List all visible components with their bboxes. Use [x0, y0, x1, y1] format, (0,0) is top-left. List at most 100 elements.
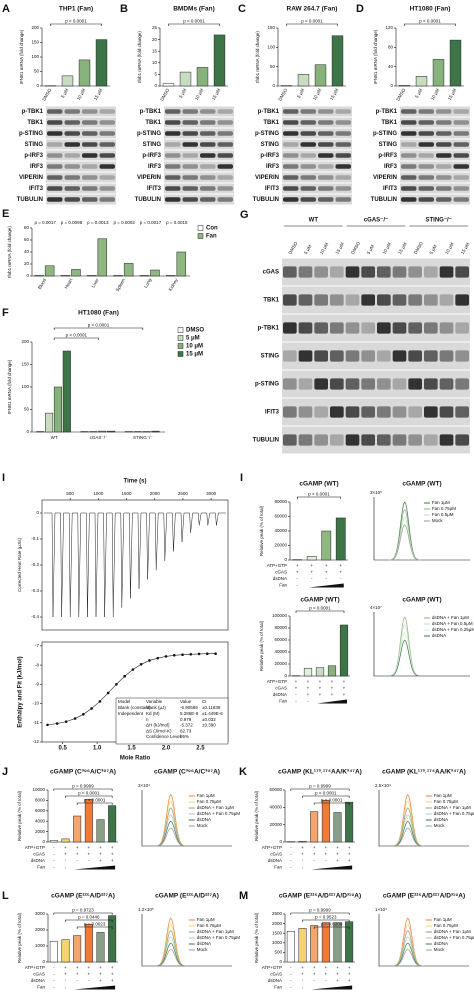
category-label: 10 μM: [76, 87, 87, 101]
blot-band: [182, 131, 198, 136]
treatment-sign: +: [325, 965, 328, 970]
blot-band: [361, 406, 375, 418]
category-label: Heart: [64, 277, 74, 290]
treatment-label: cGAS: [275, 570, 287, 575]
bar: [151, 430, 160, 433]
treatment-label: ATP+GTP: [262, 965, 282, 970]
blot-band: [82, 109, 98, 114]
blot-band: [300, 131, 316, 136]
significance-bracket: [286, 23, 338, 26]
chart-title: RAW 264.7 (Fan): [287, 6, 338, 13]
category-label: 15 μM: [93, 87, 104, 101]
blot-band: [453, 142, 469, 147]
blot-band: [424, 378, 438, 390]
legend-swatch: [177, 335, 184, 341]
legend-label: dsDNA: [197, 817, 211, 822]
treatment-sign: +: [336, 852, 339, 857]
blot-band: [99, 186, 115, 191]
group-label: STING⁻/⁻: [425, 218, 451, 224]
chromatogram-trace: [390, 930, 425, 967]
tick-label: 150: [21, 362, 29, 367]
table-cell: 5.286E-6: [180, 711, 199, 716]
blot-band: [200, 197, 216, 202]
treatment-sign: +: [111, 972, 114, 977]
legend-label: Mock: [197, 947, 209, 952]
bar: [96, 932, 105, 963]
legend-label: dsDNA + Fan 0.75μM: [434, 935, 474, 940]
blot-band: [200, 131, 216, 136]
blot-band: [439, 434, 454, 446]
bar: [297, 74, 310, 87]
blot-label: STING: [143, 142, 162, 148]
bar: [34, 275, 44, 277]
chromatogram-trace: [387, 639, 422, 677]
treatment-sign: +: [88, 852, 91, 857]
blot-label: STING: [25, 142, 44, 148]
blot-band: [318, 175, 334, 180]
blot-band: [408, 266, 422, 278]
annotation: p < 0.0001: [321, 798, 343, 803]
bar: [166, 275, 176, 277]
annotation: p < 0.0001: [88, 323, 110, 328]
blot-band: [401, 175, 417, 180]
treatment-sign: -: [76, 978, 78, 983]
blot-band: [318, 131, 334, 136]
table-cell: ±0.032: [202, 717, 216, 722]
bar: [108, 805, 117, 843]
axis: [378, 914, 469, 967]
legend-label: dsDNA + Fan 1μM: [197, 805, 234, 810]
blot-band: [345, 406, 360, 418]
blot-band: [455, 378, 469, 390]
treatment-sign: +: [319, 679, 322, 684]
annotation: p < 0.0001: [78, 791, 100, 796]
legend-label: Fan 1μM: [434, 793, 452, 798]
treatment-sign: +: [313, 852, 316, 857]
blot-strip: [282, 398, 470, 426]
blot-band: [439, 266, 454, 278]
axis-label: IFNB1 mRNA (fold change): [373, 29, 378, 84]
blot-label: TUBULIN: [17, 197, 43, 203]
tick-label: 3000: [206, 491, 217, 496]
blot-band: [418, 175, 434, 180]
panel-label: B: [120, 3, 128, 15]
blot-band: [82, 153, 98, 158]
blot-band: [314, 378, 328, 390]
panel-label: G: [240, 209, 249, 221]
table-cell: Independent: [118, 711, 144, 716]
chart-title: cGAMP (WT): [402, 597, 441, 604]
blot-band: [439, 406, 454, 418]
blot-band: [47, 164, 63, 169]
bar: [73, 815, 82, 843]
blot-band: [99, 175, 115, 180]
tick-label: 3000: [35, 911, 46, 916]
bar: [179, 71, 192, 87]
blot-band: [424, 406, 438, 418]
blot-band: [318, 120, 334, 125]
chromatogram-trace: [387, 524, 422, 561]
bar: [45, 412, 54, 433]
blot-band: [283, 120, 299, 125]
dose-wedge: [308, 583, 344, 588]
category-label: DMSO: [159, 87, 170, 102]
blot-band: [283, 434, 297, 446]
tick-label: 150: [267, 25, 275, 30]
treatment-sign: +: [310, 563, 313, 568]
bar: [331, 35, 344, 87]
tick-label: -0.1: [31, 536, 39, 541]
category-label: 5 μM: [178, 87, 188, 98]
blot-strip: [282, 370, 470, 398]
blot-label: TBK1: [381, 120, 397, 126]
category-label: 10 μM: [430, 87, 441, 101]
blot-band: [165, 153, 181, 158]
blot-strip: [282, 139, 352, 150]
treatment-sign: +: [331, 686, 334, 691]
tick-label: -0.3: [31, 588, 39, 593]
group-label: WT: [309, 218, 319, 224]
chromatogram-trace: [153, 942, 188, 967]
bar: [62, 350, 71, 433]
blot-band: [345, 294, 360, 306]
panel-label: K: [239, 766, 247, 778]
blot-band: [424, 350, 438, 362]
blot-band: [436, 164, 452, 169]
blot-band: [165, 131, 181, 136]
